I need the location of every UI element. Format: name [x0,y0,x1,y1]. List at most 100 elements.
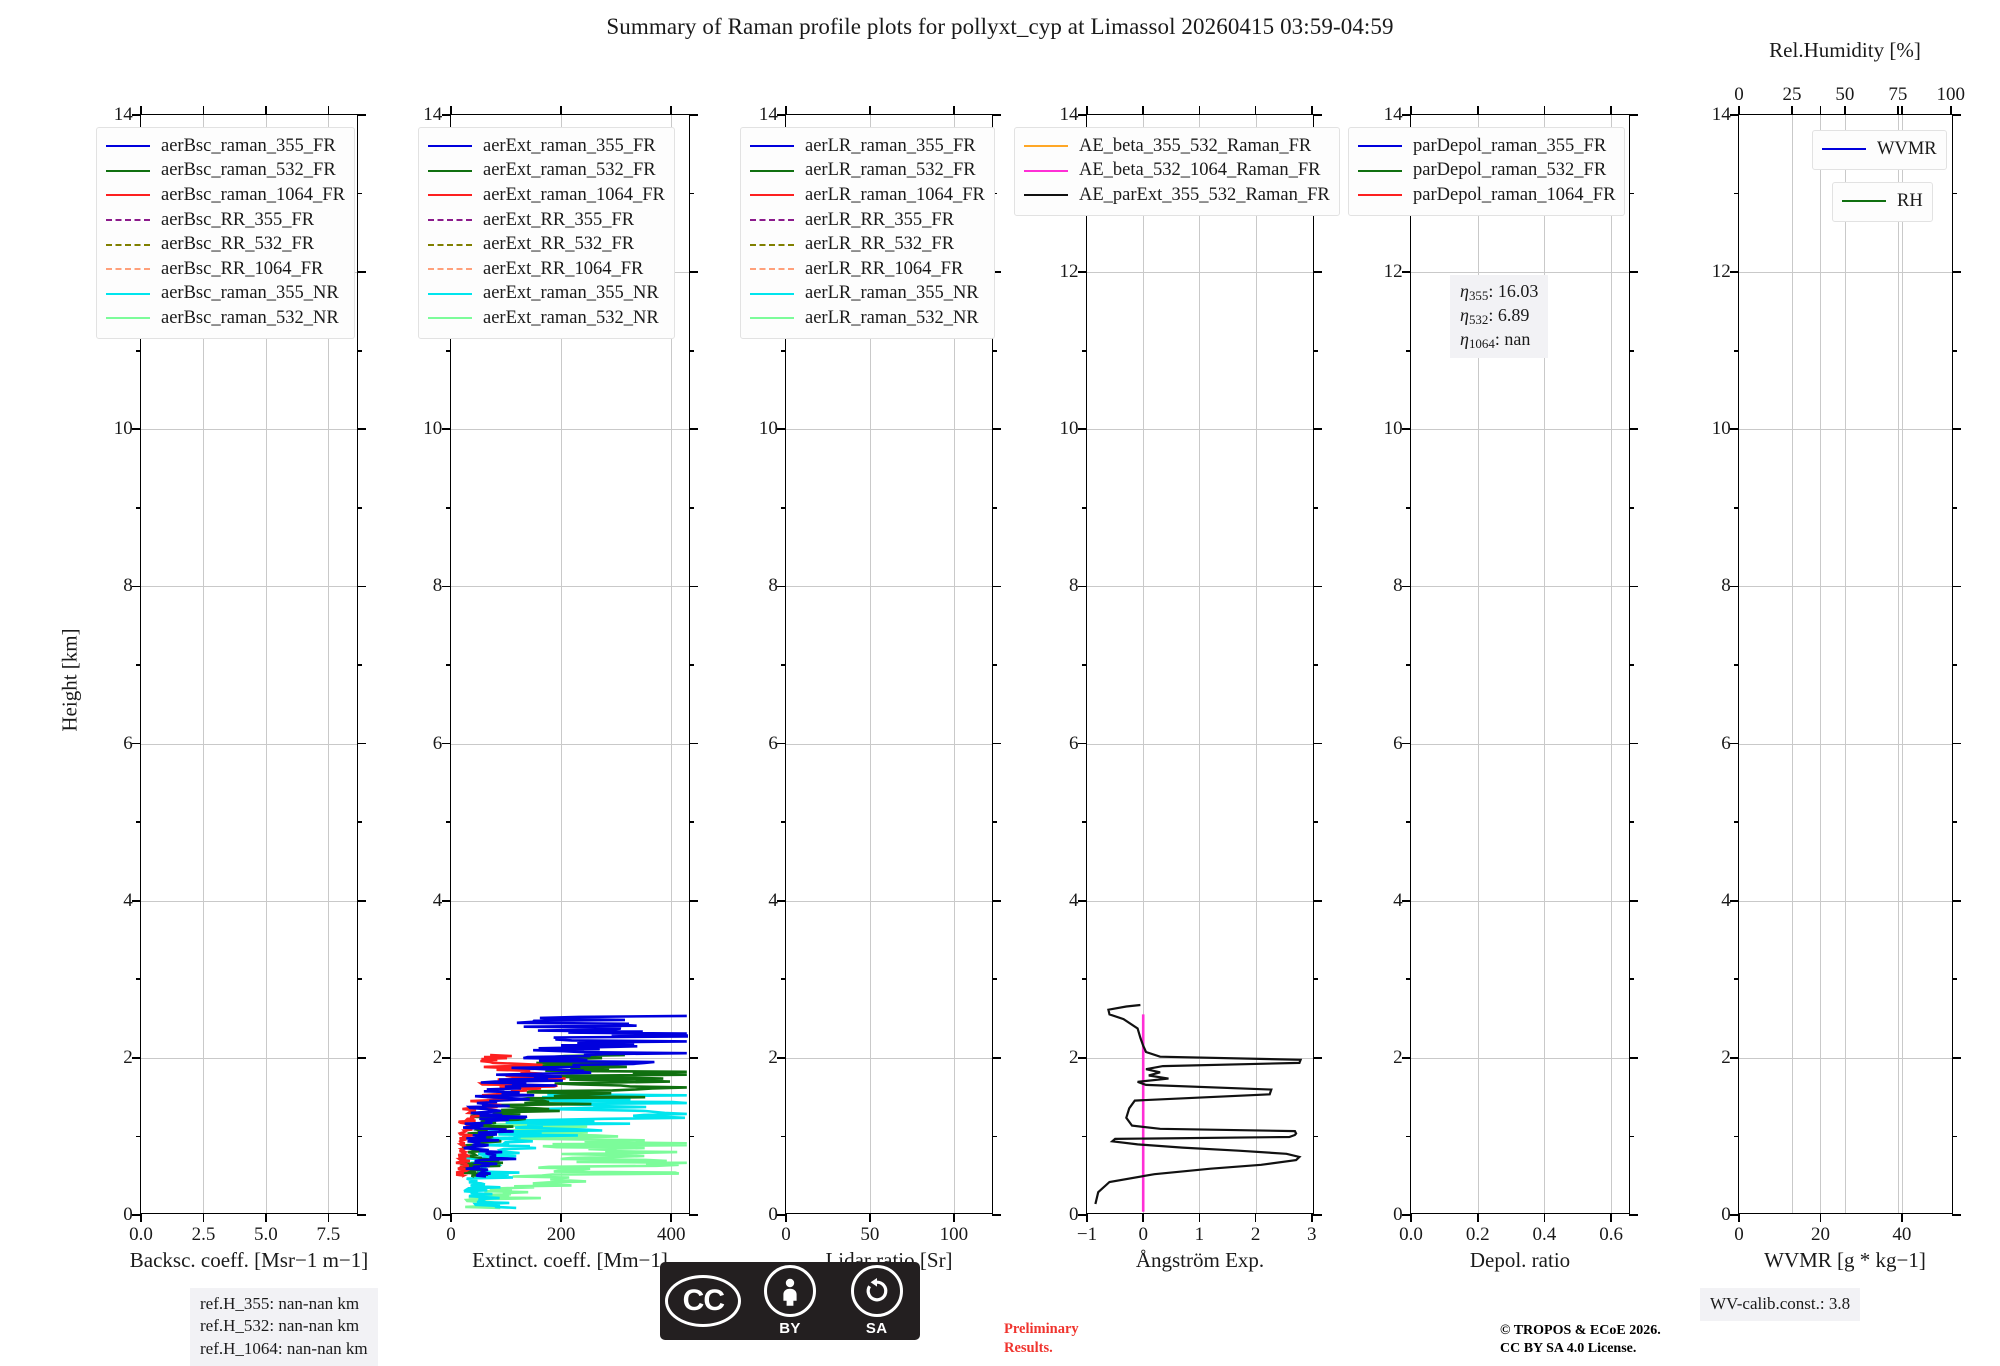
grid-line-horizontal [451,429,689,431]
x-axis-tick [1254,106,1257,115]
y-axis-minor-tick [1406,821,1411,823]
legend-lidar-ratio-item[interactable]: aerLR_RR_355_FR [750,208,985,233]
legend-angstrom[interactable]: AE_beta_355_532_Raman_FR AE_beta_532_1064… [1014,127,1340,216]
legend-lidar-ratio[interactable]: aerLR_raman_355_FR aerLR_raman_532_FR aerL… [740,127,995,339]
legend-backscatter-item[interactable]: aerBsc_raman_1064_FR [106,183,345,208]
y-axis-minor-tick [689,507,694,509]
y-axis-minor-tick [446,664,451,666]
legend-lidar-ratio-item[interactable]: aerLR_raman_532_NR [750,306,985,331]
y-axis-tick [1730,271,1739,273]
extinction-curves [455,1014,688,1210]
top-x-axis-tick [1791,106,1793,115]
x-axis-tick [1610,106,1612,115]
legend-backscatter[interactable]: aerBsc_raman_355_FR aerBsc_raman_532_FR ae… [96,127,355,339]
x-tick-label: 100 [939,1224,969,1245]
y-axis-tick [1402,1057,1411,1059]
y-axis-minor-tick [1082,349,1087,352]
legend-line-swatch [428,145,472,148]
x-tick-label: 0.4 [1532,1224,1557,1245]
legend-extinction-item[interactable]: aerExt_raman_532_FR [428,159,665,184]
y-tick-label: 14 [1383,104,1403,125]
legend-wvmr[interactable]: WVMR [1812,130,1947,170]
y-tick-label: 10 [1059,418,1079,440]
page-title: Summary of Raman profile plots for polly… [606,14,1394,39]
legend-line-swatch [1842,200,1886,203]
grid-line-horizontal [1411,743,1629,745]
x-axis-tick [1086,106,1088,115]
y-axis-minor-tick [1629,349,1634,352]
y-axis-minor-tick [1082,507,1087,509]
legend-extinction-item[interactable]: aerExt_RR_1064_FR [428,257,665,282]
legend-extinction-item[interactable]: aerExt_raman_532_NR [428,306,665,331]
x-axis-tick [1410,1213,1412,1222]
y-axis-tick [992,1214,1001,1216]
legend-backscatter-item[interactable]: aerBsc_RR_1064_FR [106,257,345,282]
legend-rel-humidity[interactable]: RH [1832,182,1933,222]
legend-lidar-ratio-item[interactable]: aerLR_RR_1064_FR [750,257,985,282]
legend-label: AE_beta_355_532_Raman_FR [1079,135,1312,156]
legend-angstrom-item[interactable]: AE_parExt_355_532_Raman_FR [1024,183,1330,208]
legend-extinction-item[interactable]: aerExt_RR_355_FR [428,208,665,233]
legend-extinction-item[interactable]: aerExt_RR_532_FR [428,232,665,257]
legend-line-swatch [750,292,794,295]
legend-depol-ratio-item[interactable]: parDepol_raman_1064_FR [1358,183,1615,208]
legend-extinction-item[interactable]: aerExt_raman_355_NR [428,282,665,307]
y-axis-tick [1730,114,1739,116]
legend-extinction[interactable]: aerExt_raman_355_FR aerExt_raman_532_FR ae… [418,127,675,339]
y-tick-label: 6 [768,732,778,754]
legend-lidar-ratio-item[interactable]: aerLR_raman_355_FR [750,134,985,159]
legend-angstrom-item[interactable]: AE_beta_355_532_Raman_FR [1024,134,1330,159]
y-axis-tick [1313,428,1322,431]
legend-backscatter-item[interactable]: aerBsc_RR_355_FR [106,208,345,233]
legend-lidar-ratio-item[interactable]: aerLR_raman_1064_FR [750,183,985,208]
y-axis-tick [1078,114,1087,116]
y-axis-minor-tick [1734,821,1739,823]
legend-lidar-ratio-item[interactable]: aerLR_RR_532_FR [750,232,985,257]
legend-rel-humidity-item[interactable]: RH [1842,189,1923,214]
y-axis-minor-tick [1734,507,1739,509]
y-tick-label: 8 [768,575,778,597]
y-tick-label: 2 [1721,1046,1731,1068]
legend-extinction-item[interactable]: aerExt_raman_355_FR [428,134,665,159]
legend-angstrom-item[interactable]: AE_beta_532_1064_Raman_FR [1024,159,1330,184]
grid-line-horizontal [141,429,357,431]
legend-line-swatch [750,219,794,222]
legend-lidar-ratio-item[interactable]: aerLR_raman_355_NR [750,282,985,307]
top-x-tick-label: 50 [1835,84,1855,105]
grid-line-horizontal [141,586,357,588]
y-tick-label: 14 [1059,104,1079,125]
legend-depol-ratio[interactable]: parDepol_raman_355_FR parDepol_raman_532_… [1348,127,1626,216]
legend-backscatter-item[interactable]: aerBsc_raman_355_NR [106,282,345,307]
y-axis-tick [1952,428,1961,431]
legend-label: parDepol_raman_355_FR [1413,135,1607,156]
legend-line-swatch [1358,145,1402,148]
x-tick-label: 0 [781,1224,791,1245]
legend-line-swatch [750,145,794,148]
x-axis-tick [450,106,452,115]
legend-extinction-item[interactable]: aerExt_raman_1064_FR [428,183,665,208]
legend-depol-ratio-item[interactable]: parDepol_raman_355_FR [1358,134,1615,159]
legend-backscatter-item[interactable]: aerBsc_raman_532_NR [106,306,345,331]
y-axis-tick [689,271,698,273]
y-axis-tick [442,1214,451,1216]
y-axis-tick [1078,1214,1087,1216]
y-tick-label: 0 [1393,1204,1403,1225]
x-axis-tick [1311,1213,1313,1222]
y-axis-minor-tick [1952,192,1957,195]
legend-backscatter-item[interactable]: aerBsc_RR_532_FR [106,232,345,257]
y-axis-tick [689,742,698,745]
y-axis-minor-tick [992,507,997,509]
y-axis-tick [777,899,786,902]
legend-depol-ratio-item[interactable]: parDepol_raman_532_FR [1358,159,1615,184]
grid-line-vertical [1901,115,1903,1213]
y-axis-minor-tick [136,507,141,509]
legend-backscatter-item[interactable]: aerBsc_raman_532_FR [106,159,345,184]
legend-label: aerExt_RR_532_FR [483,234,635,255]
legend-wvmr-item[interactable]: WVMR [1822,137,1937,162]
legend-backscatter-item[interactable]: aerBsc_raman_355_FR [106,134,345,159]
cc-icon: CC [665,1275,742,1327]
creative-commons-badge[interactable]: CC BY SA [660,1262,920,1340]
preliminary-line-1: Preliminary [1004,1321,1079,1337]
legend-lidar-ratio-item[interactable]: aerLR_raman_532_FR [750,159,985,184]
legend-line-swatch [428,169,472,172]
